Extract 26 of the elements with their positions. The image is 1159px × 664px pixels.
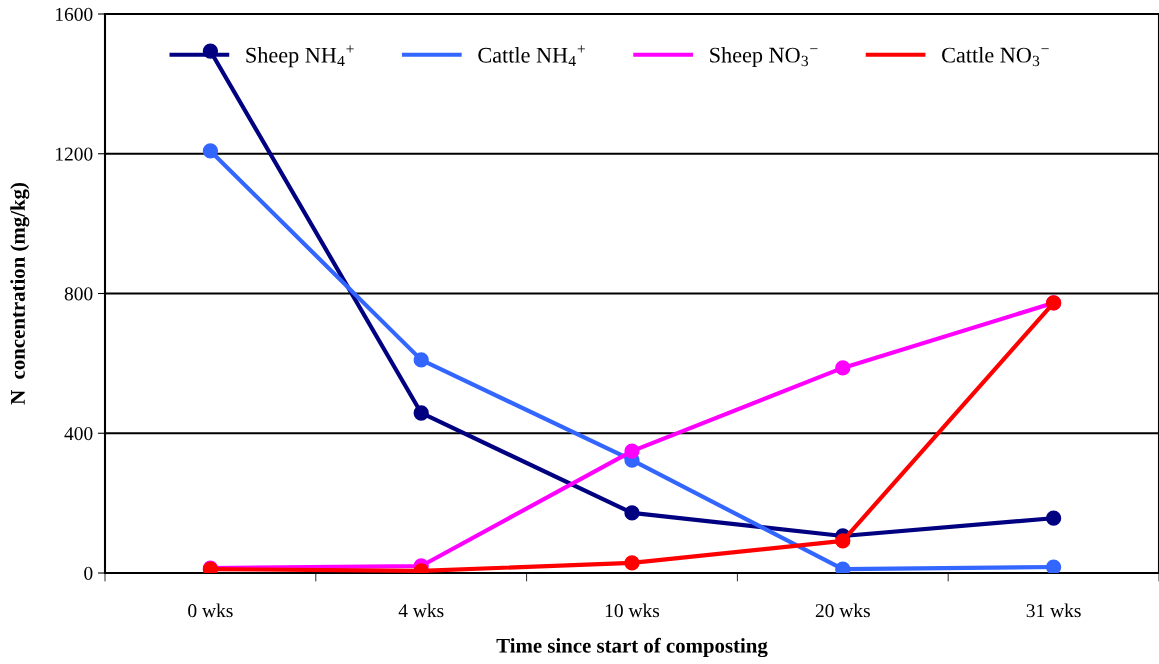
legend-label: Cattle NH$_{4}$$^{+}$ — [478, 45, 585, 67]
legend-label: Sheep NO$_{3}$$^{−}$ — [710, 46, 818, 68]
point — [835, 360, 851, 376]
y-tick-label: 1200 — [56, 147, 93, 161]
point — [835, 533, 851, 549]
point — [624, 443, 640, 459]
x-tick-label: 20 wks — [815, 603, 870, 618]
point — [1045, 559, 1062, 573]
y-tick-label: 400 — [64, 427, 93, 441]
x-tick-label: 31 wks — [1026, 603, 1081, 618]
legend-label: Cattle NO$_{3}$$^{−}$ — [942, 46, 1049, 67]
point — [624, 505, 640, 521]
y-tick-label: 1600 — [56, 7, 93, 21]
x-axis-title: Time since start of composting — [496, 637, 768, 658]
x-tick-label: 4 wks — [398, 603, 444, 618]
point — [624, 555, 640, 571]
point — [202, 143, 219, 159]
x-tick-label: 0 wks — [188, 603, 233, 618]
y-tick-label: 0 — [84, 566, 93, 580]
point — [413, 405, 429, 421]
x-tick-label: 10 wks — [605, 603, 660, 618]
y-axis-title: N concentration (mg/kg) — [10, 183, 30, 405]
point — [1045, 510, 1062, 526]
legend-label: Sheep NH$_{4}$$^{+}$ — [246, 45, 354, 68]
y-tick-label: 800 — [64, 287, 93, 301]
point — [413, 352, 429, 368]
